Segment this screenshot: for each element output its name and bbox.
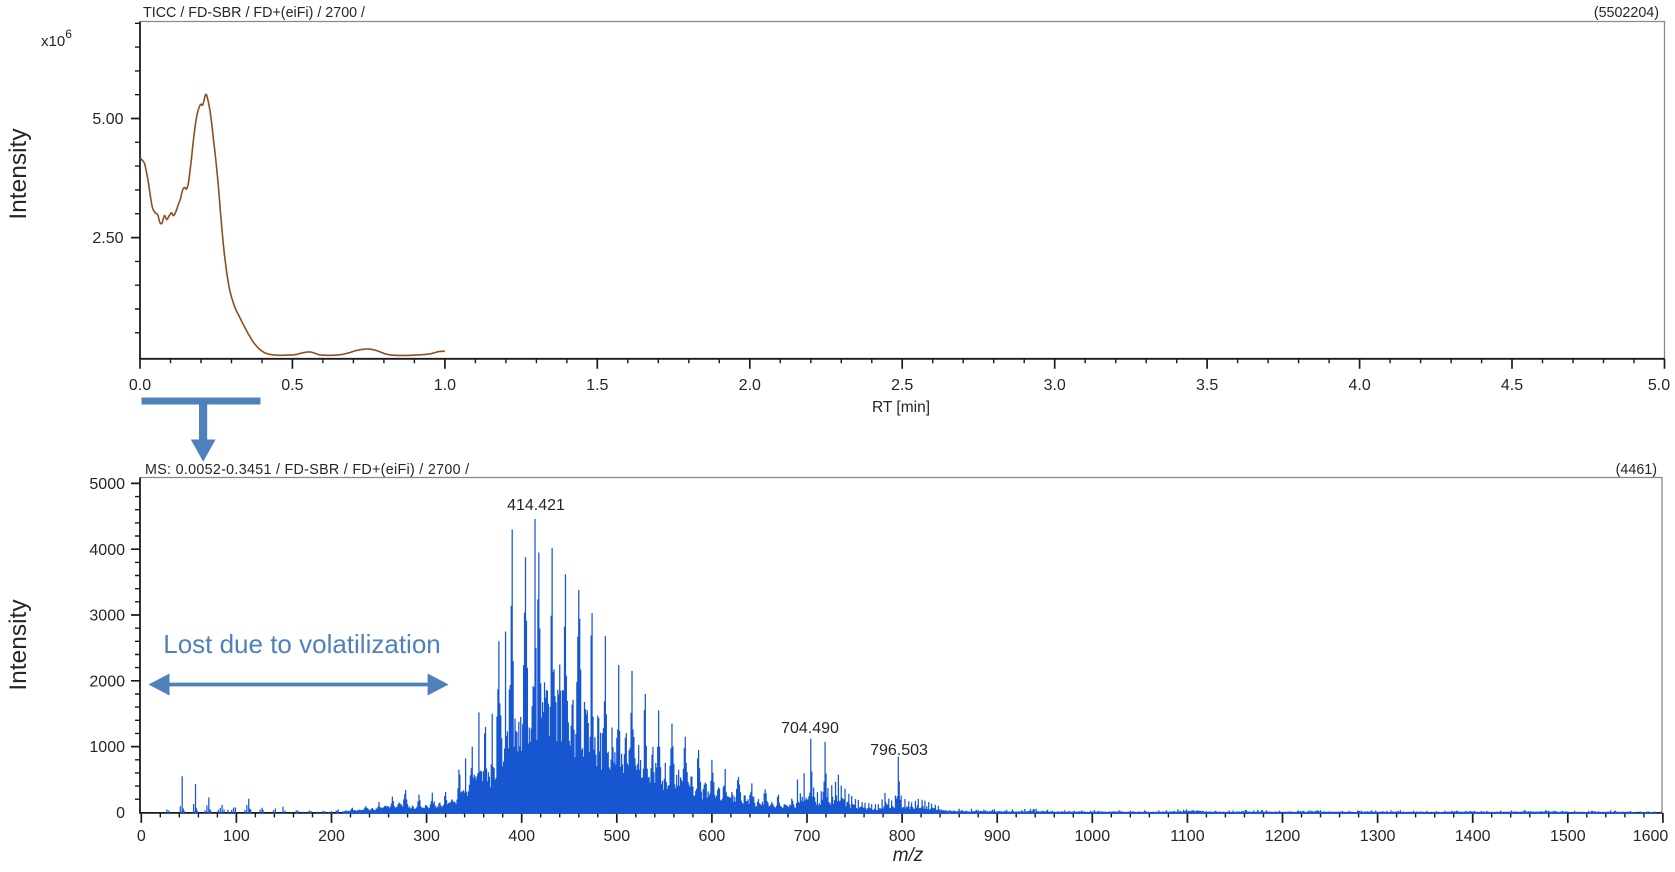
svg-text:TICC / FD-SBR / FD+(eiFi) / 27: TICC / FD-SBR / FD+(eiFi) / 2700 / [143, 5, 365, 21]
svg-text:1.0: 1.0 [434, 377, 456, 394]
svg-text:Intensity: Intensity [5, 599, 32, 691]
svg-text:1000: 1000 [89, 739, 125, 756]
svg-text:1600: 1600 [1633, 828, 1669, 845]
svg-text:900: 900 [984, 828, 1011, 845]
svg-text:4.5: 4.5 [1501, 377, 1523, 394]
svg-text:400: 400 [508, 828, 535, 845]
svg-text:1000: 1000 [1075, 828, 1111, 845]
svg-text:(4461): (4461) [1616, 462, 1657, 478]
svg-text:RT [min]: RT [min] [872, 399, 930, 416]
svg-text:5.00: 5.00 [92, 111, 123, 128]
svg-text:5.0: 5.0 [1648, 377, 1670, 394]
svg-text:704.490: 704.490 [781, 720, 839, 737]
svg-text:2.5: 2.5 [891, 377, 913, 394]
svg-text:600: 600 [699, 828, 726, 845]
svg-text:5000: 5000 [89, 476, 125, 493]
svg-text:800: 800 [889, 828, 916, 845]
svg-text:m/z: m/z [893, 845, 924, 866]
svg-text:200: 200 [318, 828, 345, 845]
svg-text:0: 0 [116, 805, 125, 822]
svg-text:1.5: 1.5 [586, 377, 608, 394]
svg-text:2000: 2000 [89, 673, 125, 690]
svg-text:1100: 1100 [1170, 828, 1205, 845]
svg-text:796.503: 796.503 [870, 742, 928, 759]
svg-text:414.421: 414.421 [507, 497, 565, 514]
svg-text:3000: 3000 [89, 608, 125, 625]
svg-text:Lost due to volatilization: Lost due to volatilization [163, 629, 441, 659]
svg-text:x106: x106 [41, 27, 72, 50]
svg-text:Intensity: Intensity [5, 128, 32, 220]
svg-text:0.5: 0.5 [281, 377, 303, 394]
svg-text:4000: 4000 [89, 542, 125, 559]
svg-text:MS: 0.0052-0.3451 / FD-SBR / F: MS: 0.0052-0.3451 / FD-SBR / FD+(eiFi) /… [145, 462, 469, 478]
svg-text:1500: 1500 [1550, 828, 1586, 845]
svg-text:700: 700 [794, 828, 821, 845]
svg-text:(5502204): (5502204) [1594, 5, 1659, 21]
svg-text:2.0: 2.0 [739, 377, 761, 394]
svg-text:0: 0 [137, 828, 146, 845]
svg-text:1300: 1300 [1360, 828, 1396, 845]
svg-text:3.5: 3.5 [1196, 377, 1218, 394]
svg-text:500: 500 [603, 828, 630, 845]
svg-text:3.0: 3.0 [1044, 377, 1066, 394]
svg-text:300: 300 [413, 828, 440, 845]
svg-text:100: 100 [223, 828, 250, 845]
svg-text:2.50: 2.50 [92, 230, 123, 247]
svg-text:0.0: 0.0 [129, 377, 151, 394]
svg-text:4.0: 4.0 [1348, 377, 1370, 394]
svg-text:1200: 1200 [1265, 828, 1301, 845]
svg-text:1400: 1400 [1455, 828, 1491, 845]
